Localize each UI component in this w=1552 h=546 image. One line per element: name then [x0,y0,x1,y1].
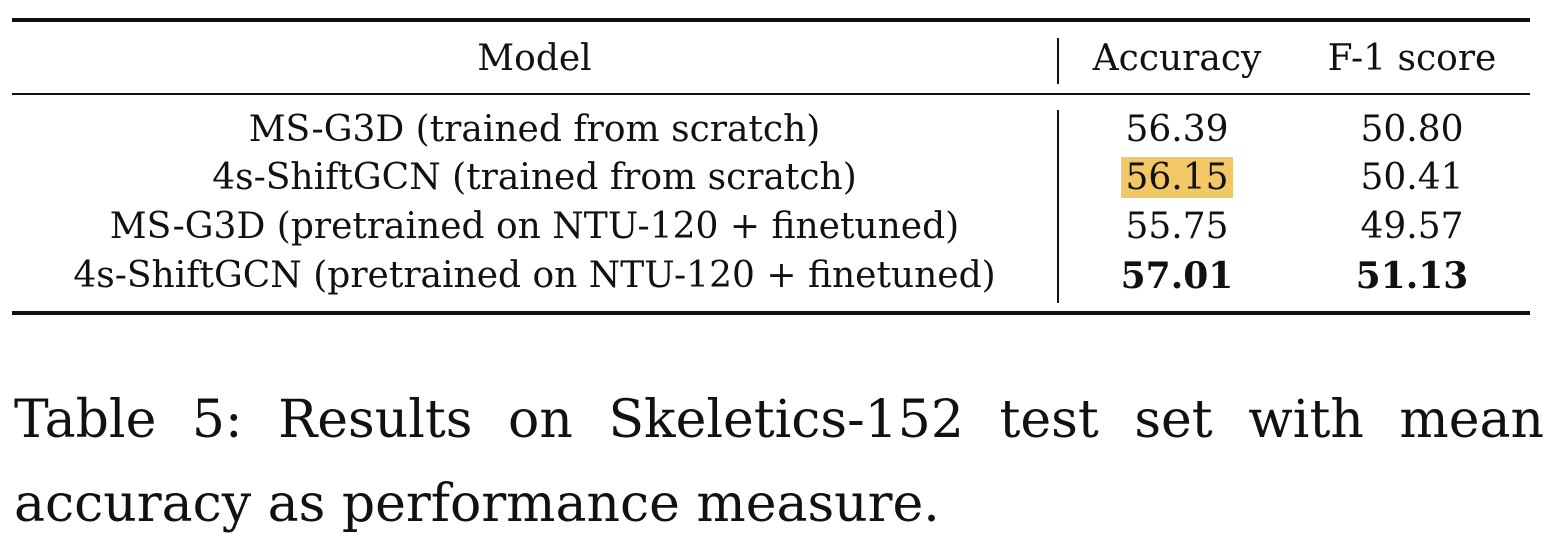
row-4-model: 4s-ShiftGCN (pretrained on NTU-120 + fin… [73,255,996,296]
row-1-accuracy: 56.39 [1125,109,1229,150]
row-2-accuracy-highlighted: 56.15 [1121,157,1233,198]
caption-line-1: Table 5: Results on Skeletics-152 test s… [14,390,1544,450]
header-f1-score: F-1 score [1327,38,1497,79]
row-2-f1-score: 50.41 [1360,157,1464,198]
row-3-accuracy: 55.75 [1125,206,1229,247]
header-model: Model [477,38,592,79]
row-2-model: 4s-ShiftGCN (trained from scratch) [212,157,857,198]
header-column-separator [1057,38,1059,84]
table-top-rule [12,18,1530,22]
row-3-model: MS-G3D (pretrained on NTU-120 + finetune… [109,206,960,247]
row-1-f1-score: 50.80 [1360,109,1464,150]
body-column-separator [1057,110,1059,303]
table-header-rule [12,93,1530,95]
header-accuracy: Accuracy [1092,38,1262,79]
table-bottom-rule [12,311,1530,315]
row-4-accuracy-best: 57.01 [1120,255,1234,297]
row-1-model: MS-G3D (trained from scratch) [248,109,821,150]
row-2-accuracy-cell: 56.15 [1082,154,1272,202]
table-caption: Table 5: Results on Skeletics-152 test s… [14,378,1544,546]
row-4-f1-score-best: 51.13 [1355,255,1469,297]
caption-line-2: accuracy as performance measure. [14,474,940,534]
row-3-f1-score: 49.57 [1360,206,1464,247]
